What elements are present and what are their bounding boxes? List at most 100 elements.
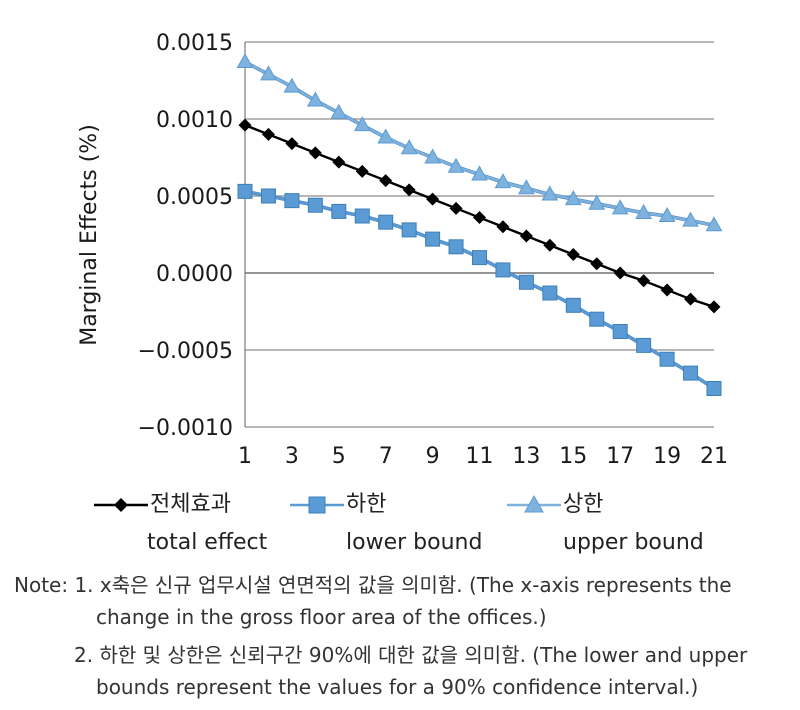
data-point-diamond bbox=[543, 238, 557, 252]
data-point-square bbox=[659, 351, 675, 367]
data-point-triangle bbox=[236, 52, 254, 69]
data-point-diamond bbox=[660, 283, 674, 297]
data-point-square bbox=[425, 231, 441, 247]
data-point-triangle bbox=[518, 179, 535, 195]
data-point-square bbox=[589, 311, 605, 327]
data-point-triangle bbox=[330, 103, 348, 119]
chart-area: 0.0015 0.0010 0.0005 0.0000 −0.0005 −0.0010 1… bbox=[77, 31, 728, 469]
y-axis-label: Marginal Effects (%) bbox=[77, 124, 102, 346]
data-point-square bbox=[518, 274, 534, 290]
x-tick-label: 17 bbox=[606, 444, 634, 469]
legend-label-lower: 하한 bbox=[346, 492, 387, 517]
x-tick-label: 15 bbox=[559, 444, 587, 469]
data-point-diamond bbox=[261, 127, 275, 141]
data-point-triangle bbox=[588, 194, 606, 210]
data-point-triangle bbox=[400, 139, 418, 155]
data-point-square bbox=[354, 208, 370, 224]
y-tick-label: −0.0010 bbox=[138, 416, 233, 441]
data-point-triangle bbox=[705, 216, 723, 232]
y-tick-label: −0.0005 bbox=[138, 339, 233, 364]
data-point-diamond bbox=[496, 220, 510, 234]
data-point-square bbox=[706, 381, 722, 396]
data-point-diamond bbox=[637, 274, 651, 288]
data-point-triangle bbox=[635, 203, 652, 219]
legend-sublabel-upper: upper bound bbox=[563, 530, 704, 555]
data-point-square bbox=[260, 188, 276, 204]
data-point-diamond bbox=[238, 118, 252, 132]
data-point-triangle bbox=[424, 148, 441, 164]
note-2: 2. 하한 및 상한은 신뢰구간 90%에 대한 값을 의미함. (The lo… bbox=[74, 643, 748, 667]
legend-sublabel-lower: lower bound bbox=[346, 530, 483, 555]
data-point-triangle bbox=[283, 77, 301, 93]
x-tick-label: 21 bbox=[700, 444, 728, 469]
data-point-triangle bbox=[260, 65, 277, 81]
grid-lines bbox=[244, 41, 714, 428]
data-point-square bbox=[683, 365, 699, 381]
data-point-triangle bbox=[307, 91, 324, 107]
diamond-marker-icon bbox=[94, 498, 148, 512]
data-point-square bbox=[472, 250, 487, 266]
data-point-diamond bbox=[684, 292, 698, 306]
x-tick-label: 9 bbox=[426, 444, 440, 469]
data-point-diamond bbox=[355, 164, 369, 178]
note-1-continued: change in the gross floor area of the of… bbox=[96, 605, 547, 629]
x-tick-label: 5 bbox=[332, 444, 346, 469]
data-point-square bbox=[565, 297, 581, 313]
y-tick-label: 0.0005 bbox=[156, 185, 233, 210]
x-tick-label: 19 bbox=[653, 444, 681, 469]
data-point-triangle bbox=[658, 206, 676, 223]
note-1: Note: 1. x축은 신규 업무시설 연면적의 값을 의미함. (The x… bbox=[14, 573, 732, 597]
data-point-diamond bbox=[566, 248, 580, 262]
legend-sublabel-total: total effect bbox=[147, 530, 268, 555]
data-point-diamond bbox=[308, 146, 322, 160]
data-point-diamond bbox=[402, 183, 416, 197]
data-point-diamond bbox=[449, 201, 463, 215]
data-point-triangle bbox=[471, 165, 488, 181]
data-point-triangle bbox=[564, 190, 582, 206]
data-point-triangle bbox=[447, 157, 465, 173]
x-tick-label: 1 bbox=[238, 444, 252, 469]
data-point-triangle bbox=[494, 173, 512, 189]
legend-label-total: 전체효과 bbox=[150, 492, 231, 517]
data-point-diamond bbox=[332, 155, 346, 169]
y-tick-label: 0.0010 bbox=[156, 108, 233, 133]
data-point-square bbox=[612, 324, 628, 340]
triangle-marker-icon bbox=[507, 494, 561, 513]
legend-label-upper: 상한 bbox=[563, 492, 604, 517]
data-point-diamond bbox=[379, 174, 393, 188]
data-point-square bbox=[495, 262, 511, 278]
data-point-triangle bbox=[377, 128, 395, 144]
note-2-continued: bounds represent the values for a 90% co… bbox=[96, 675, 699, 699]
data-point-triangle bbox=[682, 211, 699, 227]
series-group bbox=[236, 52, 723, 396]
data-point-square bbox=[284, 193, 300, 209]
series-lower-bound bbox=[237, 183, 722, 396]
data-point-diamond bbox=[707, 300, 721, 314]
data-point-triangle bbox=[541, 185, 559, 201]
data-point-square bbox=[542, 285, 558, 301]
data-point-square bbox=[401, 222, 417, 238]
series-upper-bound bbox=[236, 52, 723, 232]
data-point-diamond bbox=[519, 229, 533, 243]
data-point-square bbox=[636, 337, 652, 353]
x-tick-label: 11 bbox=[466, 444, 494, 469]
data-point-triangle bbox=[611, 199, 629, 215]
data-point-triangle bbox=[353, 116, 371, 132]
data-point-square bbox=[307, 197, 323, 213]
square-marker-icon bbox=[290, 496, 344, 514]
legend: 전체효과 total effect 하한 lower bound 상한 uppe… bbox=[0, 488, 800, 568]
x-tick-label: 13 bbox=[512, 444, 540, 469]
data-point-diamond bbox=[613, 266, 627, 280]
data-point-square bbox=[331, 203, 347, 219]
data-point-diamond bbox=[426, 192, 440, 206]
data-point-diamond bbox=[590, 257, 604, 271]
data-point-square bbox=[448, 239, 464, 255]
y-tick-label: 0.0015 bbox=[156, 31, 233, 56]
data-point-square bbox=[237, 183, 253, 199]
x-tick-labels: 1 3 5 7 9 11 13 15 17 19 21 bbox=[238, 444, 728, 469]
data-point-square bbox=[378, 214, 394, 230]
x-tick-label: 7 bbox=[379, 444, 393, 469]
x-tick-label: 3 bbox=[285, 444, 299, 469]
data-point-diamond bbox=[285, 137, 299, 151]
y-tick-label: 0.0000 bbox=[156, 262, 233, 287]
